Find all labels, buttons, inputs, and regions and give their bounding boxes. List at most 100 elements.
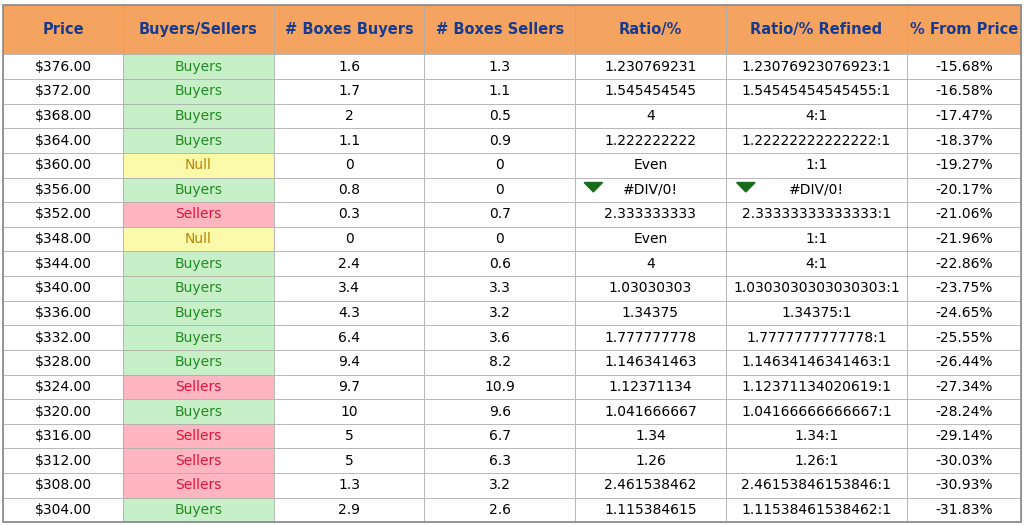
- Text: -21.06%: -21.06%: [935, 207, 992, 222]
- Text: 0.9: 0.9: [488, 133, 511, 148]
- Text: # Boxes Sellers: # Boxes Sellers: [435, 23, 564, 37]
- Text: $348.00: $348.00: [35, 232, 92, 246]
- Bar: [273, 399, 425, 424]
- Bar: [425, 498, 575, 522]
- Bar: [3, 251, 123, 276]
- Text: Even: Even: [633, 158, 668, 172]
- Bar: [3, 128, 123, 153]
- Text: 1.1: 1.1: [488, 85, 511, 98]
- Bar: [907, 424, 1021, 448]
- Text: -18.37%: -18.37%: [935, 133, 992, 148]
- Text: 2.33333333333333:1: 2.33333333333333:1: [741, 207, 891, 222]
- Bar: [907, 399, 1021, 424]
- Text: $352.00: $352.00: [35, 207, 91, 222]
- Bar: [123, 55, 273, 79]
- Bar: [726, 153, 907, 177]
- Bar: [3, 177, 123, 202]
- Bar: [3, 202, 123, 227]
- Text: $364.00: $364.00: [35, 133, 92, 148]
- Bar: [425, 79, 575, 103]
- Bar: [273, 424, 425, 448]
- Text: 8.2: 8.2: [488, 355, 511, 369]
- Bar: [907, 128, 1021, 153]
- Text: $372.00: $372.00: [35, 85, 91, 98]
- Bar: [123, 399, 273, 424]
- Bar: [123, 350, 273, 374]
- Text: Buyers: Buyers: [174, 85, 222, 98]
- Text: # Boxes Buyers: # Boxes Buyers: [285, 23, 414, 37]
- Bar: [425, 301, 575, 326]
- Bar: [726, 55, 907, 79]
- Text: 0: 0: [496, 183, 504, 197]
- Text: 1.22222222222222:1: 1.22222222222222:1: [741, 133, 891, 148]
- Bar: [3, 424, 123, 448]
- Text: 1.34:1: 1.34:1: [795, 429, 839, 443]
- Text: Buyers: Buyers: [174, 355, 222, 369]
- Bar: [273, 103, 425, 128]
- Text: 1.34: 1.34: [635, 429, 666, 443]
- Text: 3.6: 3.6: [488, 331, 511, 344]
- Bar: [907, 498, 1021, 522]
- Bar: [575, 79, 726, 103]
- Bar: [425, 399, 575, 424]
- Bar: [726, 326, 907, 350]
- Text: $308.00: $308.00: [35, 478, 92, 492]
- Text: 0.8: 0.8: [338, 183, 360, 197]
- Bar: [425, 424, 575, 448]
- Bar: [123, 276, 273, 301]
- Text: 9.6: 9.6: [488, 405, 511, 418]
- Text: 1.041666667: 1.041666667: [604, 405, 696, 418]
- Bar: [273, 153, 425, 177]
- Bar: [726, 473, 907, 498]
- Bar: [273, 251, 425, 276]
- Bar: [123, 374, 273, 399]
- Bar: [123, 251, 273, 276]
- Text: -15.68%: -15.68%: [935, 60, 993, 74]
- Text: 1.7777777777778:1: 1.7777777777778:1: [746, 331, 887, 344]
- Text: #DIV/0!: #DIV/0!: [623, 183, 678, 197]
- Text: 5: 5: [345, 429, 353, 443]
- Text: -22.86%: -22.86%: [935, 257, 992, 271]
- Text: 1.03030303: 1.03030303: [609, 281, 692, 296]
- Bar: [575, 301, 726, 326]
- Text: 10.9: 10.9: [484, 380, 515, 394]
- Bar: [575, 473, 726, 498]
- Bar: [575, 128, 726, 153]
- Bar: [575, 251, 726, 276]
- Bar: [575, 374, 726, 399]
- Bar: [726, 498, 907, 522]
- Bar: [425, 350, 575, 374]
- Bar: [123, 202, 273, 227]
- Bar: [907, 326, 1021, 350]
- Text: Buyers: Buyers: [174, 405, 222, 418]
- Text: $360.00: $360.00: [35, 158, 92, 172]
- Text: $312.00: $312.00: [35, 454, 92, 468]
- Bar: [726, 374, 907, 399]
- Text: 3.4: 3.4: [338, 281, 360, 296]
- Text: $356.00: $356.00: [35, 183, 92, 197]
- Bar: [907, 276, 1021, 301]
- Text: -19.27%: -19.27%: [935, 158, 992, 172]
- Text: Sellers: Sellers: [175, 454, 221, 468]
- Text: 1.34375:1: 1.34375:1: [781, 306, 852, 320]
- Text: Sellers: Sellers: [175, 207, 221, 222]
- Bar: [123, 5, 273, 55]
- Text: $328.00: $328.00: [35, 355, 92, 369]
- Text: -29.14%: -29.14%: [935, 429, 992, 443]
- Bar: [425, 103, 575, 128]
- Bar: [575, 227, 726, 251]
- Text: -24.65%: -24.65%: [935, 306, 992, 320]
- Text: -30.93%: -30.93%: [935, 478, 992, 492]
- Bar: [726, 202, 907, 227]
- Bar: [123, 153, 273, 177]
- Bar: [3, 5, 123, 55]
- Bar: [273, 301, 425, 326]
- Bar: [3, 448, 123, 473]
- Text: 1.34375: 1.34375: [622, 306, 679, 320]
- Text: -31.83%: -31.83%: [935, 503, 992, 517]
- Bar: [3, 498, 123, 522]
- Text: 6.7: 6.7: [488, 429, 511, 443]
- Bar: [273, 227, 425, 251]
- Text: 3.3: 3.3: [488, 281, 511, 296]
- Bar: [575, 326, 726, 350]
